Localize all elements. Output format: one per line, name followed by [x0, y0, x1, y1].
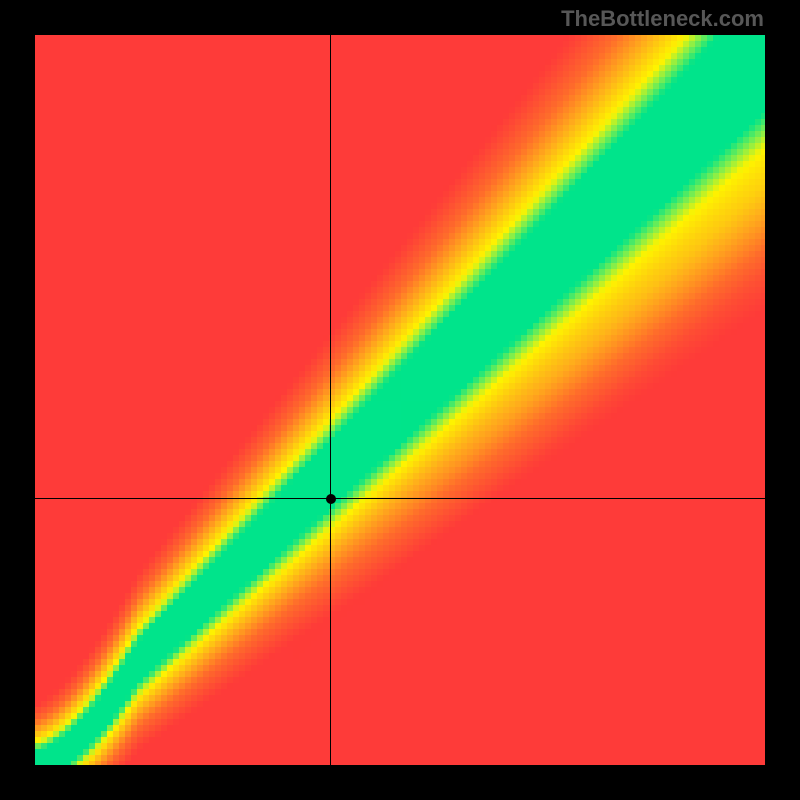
plot-frame: [35, 35, 765, 765]
crosshair-vertical: [330, 35, 331, 765]
heatmap-canvas: [35, 35, 765, 765]
crosshair-horizontal: [35, 498, 765, 499]
chart-container: TheBottleneck.com: [0, 0, 800, 800]
watermark-text: TheBottleneck.com: [561, 6, 764, 32]
crosshair-point: [326, 494, 336, 504]
